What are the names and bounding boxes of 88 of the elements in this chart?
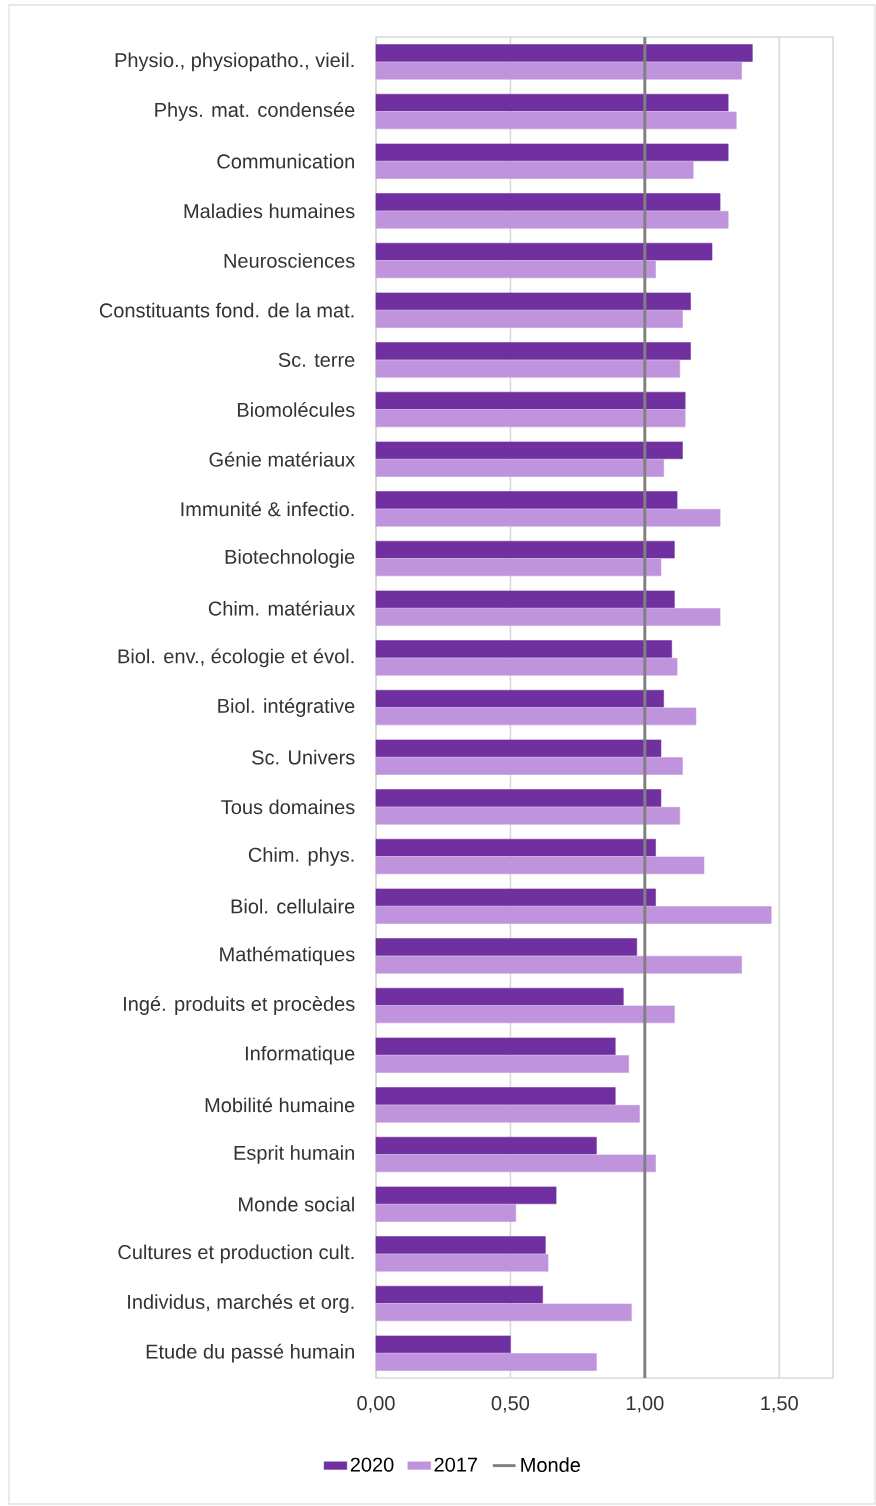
bar (375, 111, 737, 130)
bar (375, 757, 683, 775)
bar (375, 1186, 557, 1205)
bar (375, 658, 678, 676)
bar (375, 906, 772, 924)
bar (375, 1005, 675, 1024)
bar (375, 789, 662, 807)
bar (375, 342, 691, 360)
bar (375, 260, 656, 279)
bar (375, 938, 638, 956)
x-tick-label: 1,00 (626, 1396, 664, 1413)
bar (375, 888, 656, 907)
y-tick-label: Sc. terre (278, 352, 355, 367)
x-tick-label: 1,50 (761, 1396, 798, 1413)
bar (375, 310, 683, 328)
bar (375, 987, 624, 1006)
bar (375, 739, 662, 758)
bar (375, 689, 664, 708)
bar (375, 1335, 511, 1354)
y-tick-label: Informatique (245, 1045, 355, 1065)
bar (375, 956, 742, 974)
y-tick-label: Neurosciences (224, 253, 355, 268)
legend-label: Monde (521, 1457, 580, 1473)
y-tick-label: Ingé. produits et procèdes (124, 996, 355, 1015)
bar (375, 1055, 629, 1073)
y-tick-label: Individus, marchés et org. (128, 1294, 354, 1313)
y-tick-label: Esprit humain (234, 1145, 354, 1164)
legend-label: 2020 (350, 1457, 394, 1472)
bar (375, 838, 656, 857)
y-tick-label: Tous domaines (221, 799, 355, 815)
x-tick-label: 0,00 (357, 1396, 395, 1413)
bar (375, 707, 697, 726)
bar (375, 161, 694, 179)
y-tick-label: Génie matériaux (209, 451, 356, 467)
y-tick-label: Biol. intégrative (218, 698, 355, 717)
bar (375, 211, 729, 229)
y-tick-label: Mobilité humaine (205, 1097, 355, 1113)
y-tick-label: Immunité & infectio. (181, 501, 354, 517)
bar (375, 1204, 517, 1222)
y-tick-label: Mathématiques (220, 946, 355, 966)
y-tick-label: Chim. matériaux (208, 600, 356, 616)
y-tick-label: Biomolécules (237, 402, 355, 417)
bar (375, 143, 729, 162)
bar (375, 1285, 543, 1304)
bar (375, 1236, 546, 1254)
y-tick-label: Constituants fond. de la mat. (99, 302, 354, 318)
bar (375, 807, 681, 825)
bar (375, 1136, 597, 1155)
y-tick-label: Chim. phys. (248, 847, 354, 866)
bar (375, 409, 686, 428)
bar (375, 608, 721, 626)
x-tick-label: 0,50 (491, 1396, 530, 1413)
bar (375, 193, 721, 211)
bar (375, 590, 675, 609)
bar (375, 856, 705, 875)
bar (375, 242, 713, 261)
bar (375, 509, 721, 527)
bar (375, 640, 672, 658)
bar (375, 1303, 632, 1322)
bar (375, 1353, 597, 1371)
bar (375, 558, 662, 577)
bar (375, 540, 675, 559)
legend-label: 2017 (434, 1457, 478, 1472)
bar (375, 491, 678, 509)
y-tick-label: Maladies humaines (184, 203, 355, 219)
bar (375, 391, 686, 410)
y-tick-label: Etude du passé humain (146, 1343, 354, 1363)
bar (375, 360, 681, 378)
bar (375, 1154, 656, 1173)
bar (375, 1037, 616, 1056)
y-tick-label: Phys. mat. condensée (155, 102, 355, 121)
y-tick-label: Sc. Univers (252, 749, 355, 765)
bar (375, 292, 691, 311)
bar (375, 1254, 549, 1272)
bar (375, 62, 742, 80)
y-tick-label: Biol. env., écologie et évol. (118, 648, 354, 668)
bar (375, 1087, 616, 1105)
bar (375, 93, 729, 112)
y-tick-label: Physio., physiopatho., vieil. (115, 52, 354, 72)
y-tick-label: Communication (217, 153, 354, 169)
y-tick-label: Monde social (239, 1196, 354, 1212)
y-tick-label: Cultures et production cult. (118, 1244, 354, 1264)
y-tick-label: Biol. cellulaire (231, 898, 355, 914)
bar (375, 1105, 640, 1123)
bar (375, 459, 664, 477)
bar (375, 44, 753, 62)
y-tick-label: Biotechnologie (225, 549, 355, 568)
bar (375, 441, 683, 460)
